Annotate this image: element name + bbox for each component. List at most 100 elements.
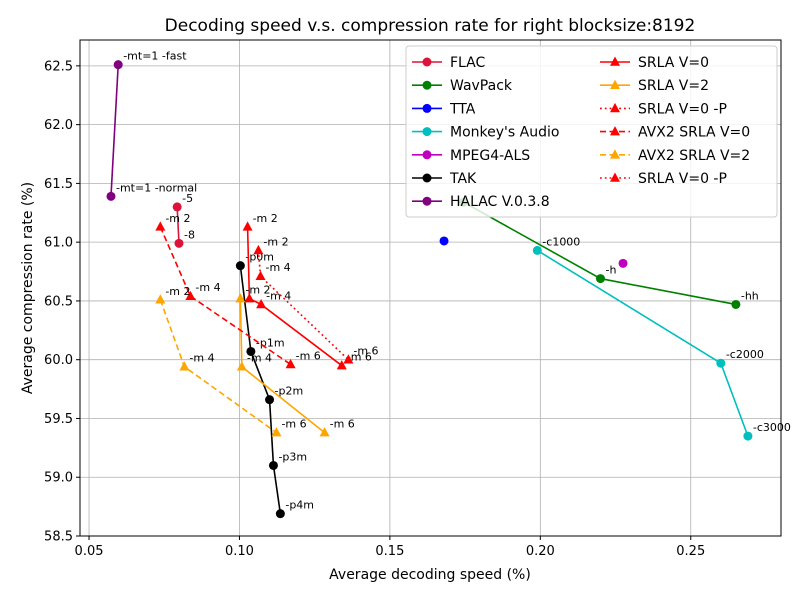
y-tick-label: 60.0 (44, 353, 73, 368)
point-annotation: -m 6 (353, 345, 378, 358)
point-annotation: -5 (182, 192, 193, 205)
point-annotation: -m 4 (195, 281, 220, 294)
y-tick-label: 59.0 (44, 471, 73, 486)
x-tick-label: 0.10 (225, 544, 254, 559)
point-annotation: -c2000 (726, 348, 764, 361)
series-4 (618, 258, 628, 268)
y-tick-label: 61.5 (44, 177, 73, 192)
legend-item: WavPack (412, 78, 513, 94)
point-annotation: -m 2 (263, 235, 288, 248)
point-annotation: -p1m (256, 336, 285, 349)
legend-marker (610, 149, 620, 159)
point-annotation: -m 6 (347, 351, 372, 364)
series-line (536, 249, 749, 437)
point-annotation: -m 2 (253, 212, 278, 225)
point-annotation: -m 4 (189, 352, 214, 365)
legend-marker (610, 79, 620, 89)
y-tick-label: 62.5 (44, 59, 73, 74)
series-1: -h -hh (459, 197, 759, 309)
legend-item: AVX2 SRLA V=0 (600, 125, 750, 141)
legend-marker (610, 102, 620, 113)
point-annotation: -m 2 (245, 284, 270, 297)
point-annotation: -c1000 (542, 235, 580, 248)
data-point (285, 358, 296, 369)
y-tick-label: 62.0 (44, 118, 73, 133)
data-point (185, 290, 196, 301)
point-annotation: -p3m (278, 450, 307, 463)
series-7: -m 2 -m 4 -m 6 (242, 212, 372, 370)
legend-item: HALAC V.0.3.8 (412, 194, 550, 210)
data-point (155, 221, 166, 231)
legend-label: FLAC (450, 55, 486, 71)
data-point (439, 236, 449, 246)
point-annotation: -p4m (285, 499, 314, 512)
point-annotation: -p2m (275, 385, 304, 398)
point-annotation: -m 4 (247, 352, 272, 365)
data-point (268, 460, 278, 470)
data-point (743, 431, 753, 441)
series-3: -c1000 -c2000 -c3000 (532, 235, 791, 441)
data-point (113, 60, 123, 70)
series-2 (439, 236, 449, 246)
data-point (595, 274, 605, 284)
point-annotation: -m 4 (266, 261, 291, 274)
x-tick-label: 0.20 (526, 544, 555, 559)
data-point (255, 270, 266, 281)
series-line (246, 226, 343, 367)
y-tick-label: 59.5 (44, 412, 73, 427)
data-point (343, 354, 354, 364)
legend-item: Monkey's Audio (412, 125, 559, 141)
series-5: -p0m -p1m -p2m -p3m -p4m (235, 251, 314, 519)
y-tick-label: 58.5 (44, 530, 73, 545)
point-annotation: -p0m (245, 251, 274, 264)
legend-label: MPEG4-ALS (450, 148, 530, 164)
series-0: -5 -8 (172, 192, 195, 248)
data-point (716, 358, 726, 368)
data-point (271, 427, 282, 437)
point-annotation: -mt=1 -normal (116, 181, 197, 194)
data-point (172, 202, 182, 212)
point-annotation: -m 6 (330, 418, 355, 431)
y-tick-label: 60.5 (44, 294, 73, 309)
data-point (265, 395, 275, 405)
point-annotation: -h (605, 264, 616, 277)
series-10: -m 2 -m 4 -m 6 (155, 212, 321, 369)
data-point (275, 509, 285, 519)
legend-label: SRLA V=0 -P (638, 171, 727, 187)
legend-marker (422, 196, 432, 206)
legend-item: AVX2 SRLA V=2 (600, 148, 750, 164)
series-line (257, 250, 349, 361)
legend-item: TTA (412, 101, 476, 117)
data-point (532, 245, 542, 255)
legend-label: SRLA V=0 -P (638, 101, 727, 117)
data-point (319, 427, 330, 437)
legend-label: AVX2 SRLA V=0 (638, 125, 750, 141)
legend-item: SRLA V=0 -P (600, 171, 727, 187)
data-point (246, 346, 256, 356)
point-annotation: -m 6 (296, 349, 321, 362)
legend-label: TAK (449, 171, 477, 187)
x-tick-label: 0.25 (676, 544, 705, 559)
data-point (244, 293, 255, 303)
legend-label: Monkey's Audio (450, 125, 559, 141)
series-line (159, 299, 277, 434)
legend-item: TAK (412, 171, 477, 187)
series-9: -m 2 -m 4 -m 6 (253, 235, 379, 364)
data-point (242, 221, 253, 231)
legend-marker (422, 80, 432, 90)
plot-frame (79, 39, 782, 537)
legend-item: MPEG4-ALS (412, 148, 530, 164)
legend-marker (610, 126, 620, 136)
y-axis-label: Average compression rate (%) (20, 182, 36, 394)
x-axis-label: Average decoding speed (%) (329, 567, 531, 583)
legend-label: SRLA V=2 (638, 78, 709, 94)
legend-marker (422, 173, 432, 183)
point-annotation: -m 6 (281, 418, 306, 431)
axis-ticks: 0.05 0.10 0.15 0.20 0.25 58.5 59.0 59.5 60.0 60.5… (44, 59, 705, 559)
data-point (179, 361, 190, 371)
legend-item: SRLA V=0 -P (600, 101, 727, 117)
legend-marker (422, 57, 432, 67)
legend-marker (422, 127, 432, 137)
data-point (236, 361, 247, 371)
